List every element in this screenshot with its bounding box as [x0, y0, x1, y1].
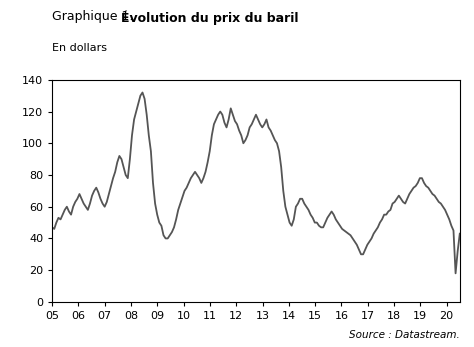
Text: Évolution du prix du baril: Évolution du prix du baril — [121, 10, 298, 25]
Text: Source : Datastream.: Source : Datastream. — [349, 330, 460, 340]
Text: Graphique 1.: Graphique 1. — [52, 10, 137, 23]
Text: En dollars: En dollars — [52, 43, 107, 53]
